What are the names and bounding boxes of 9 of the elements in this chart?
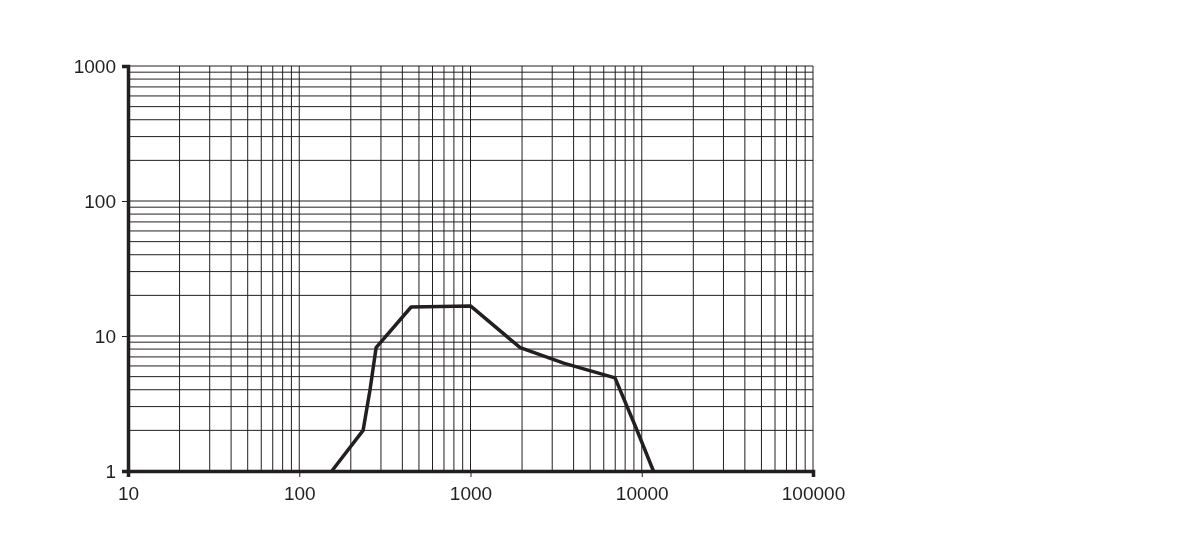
x-tick-label: 10: [117, 483, 140, 505]
x-tick-label: 100000: [781, 483, 846, 505]
x-tick-label: 100: [283, 483, 316, 505]
x-tick-label: 10000: [615, 483, 669, 505]
y-tick-label: 100: [84, 190, 116, 212]
y-tick-label: 1000: [73, 55, 116, 77]
x-tick-label: 1000: [449, 483, 493, 505]
y-tick-label: 10: [94, 325, 116, 347]
y-tick-label: 1: [105, 460, 116, 482]
